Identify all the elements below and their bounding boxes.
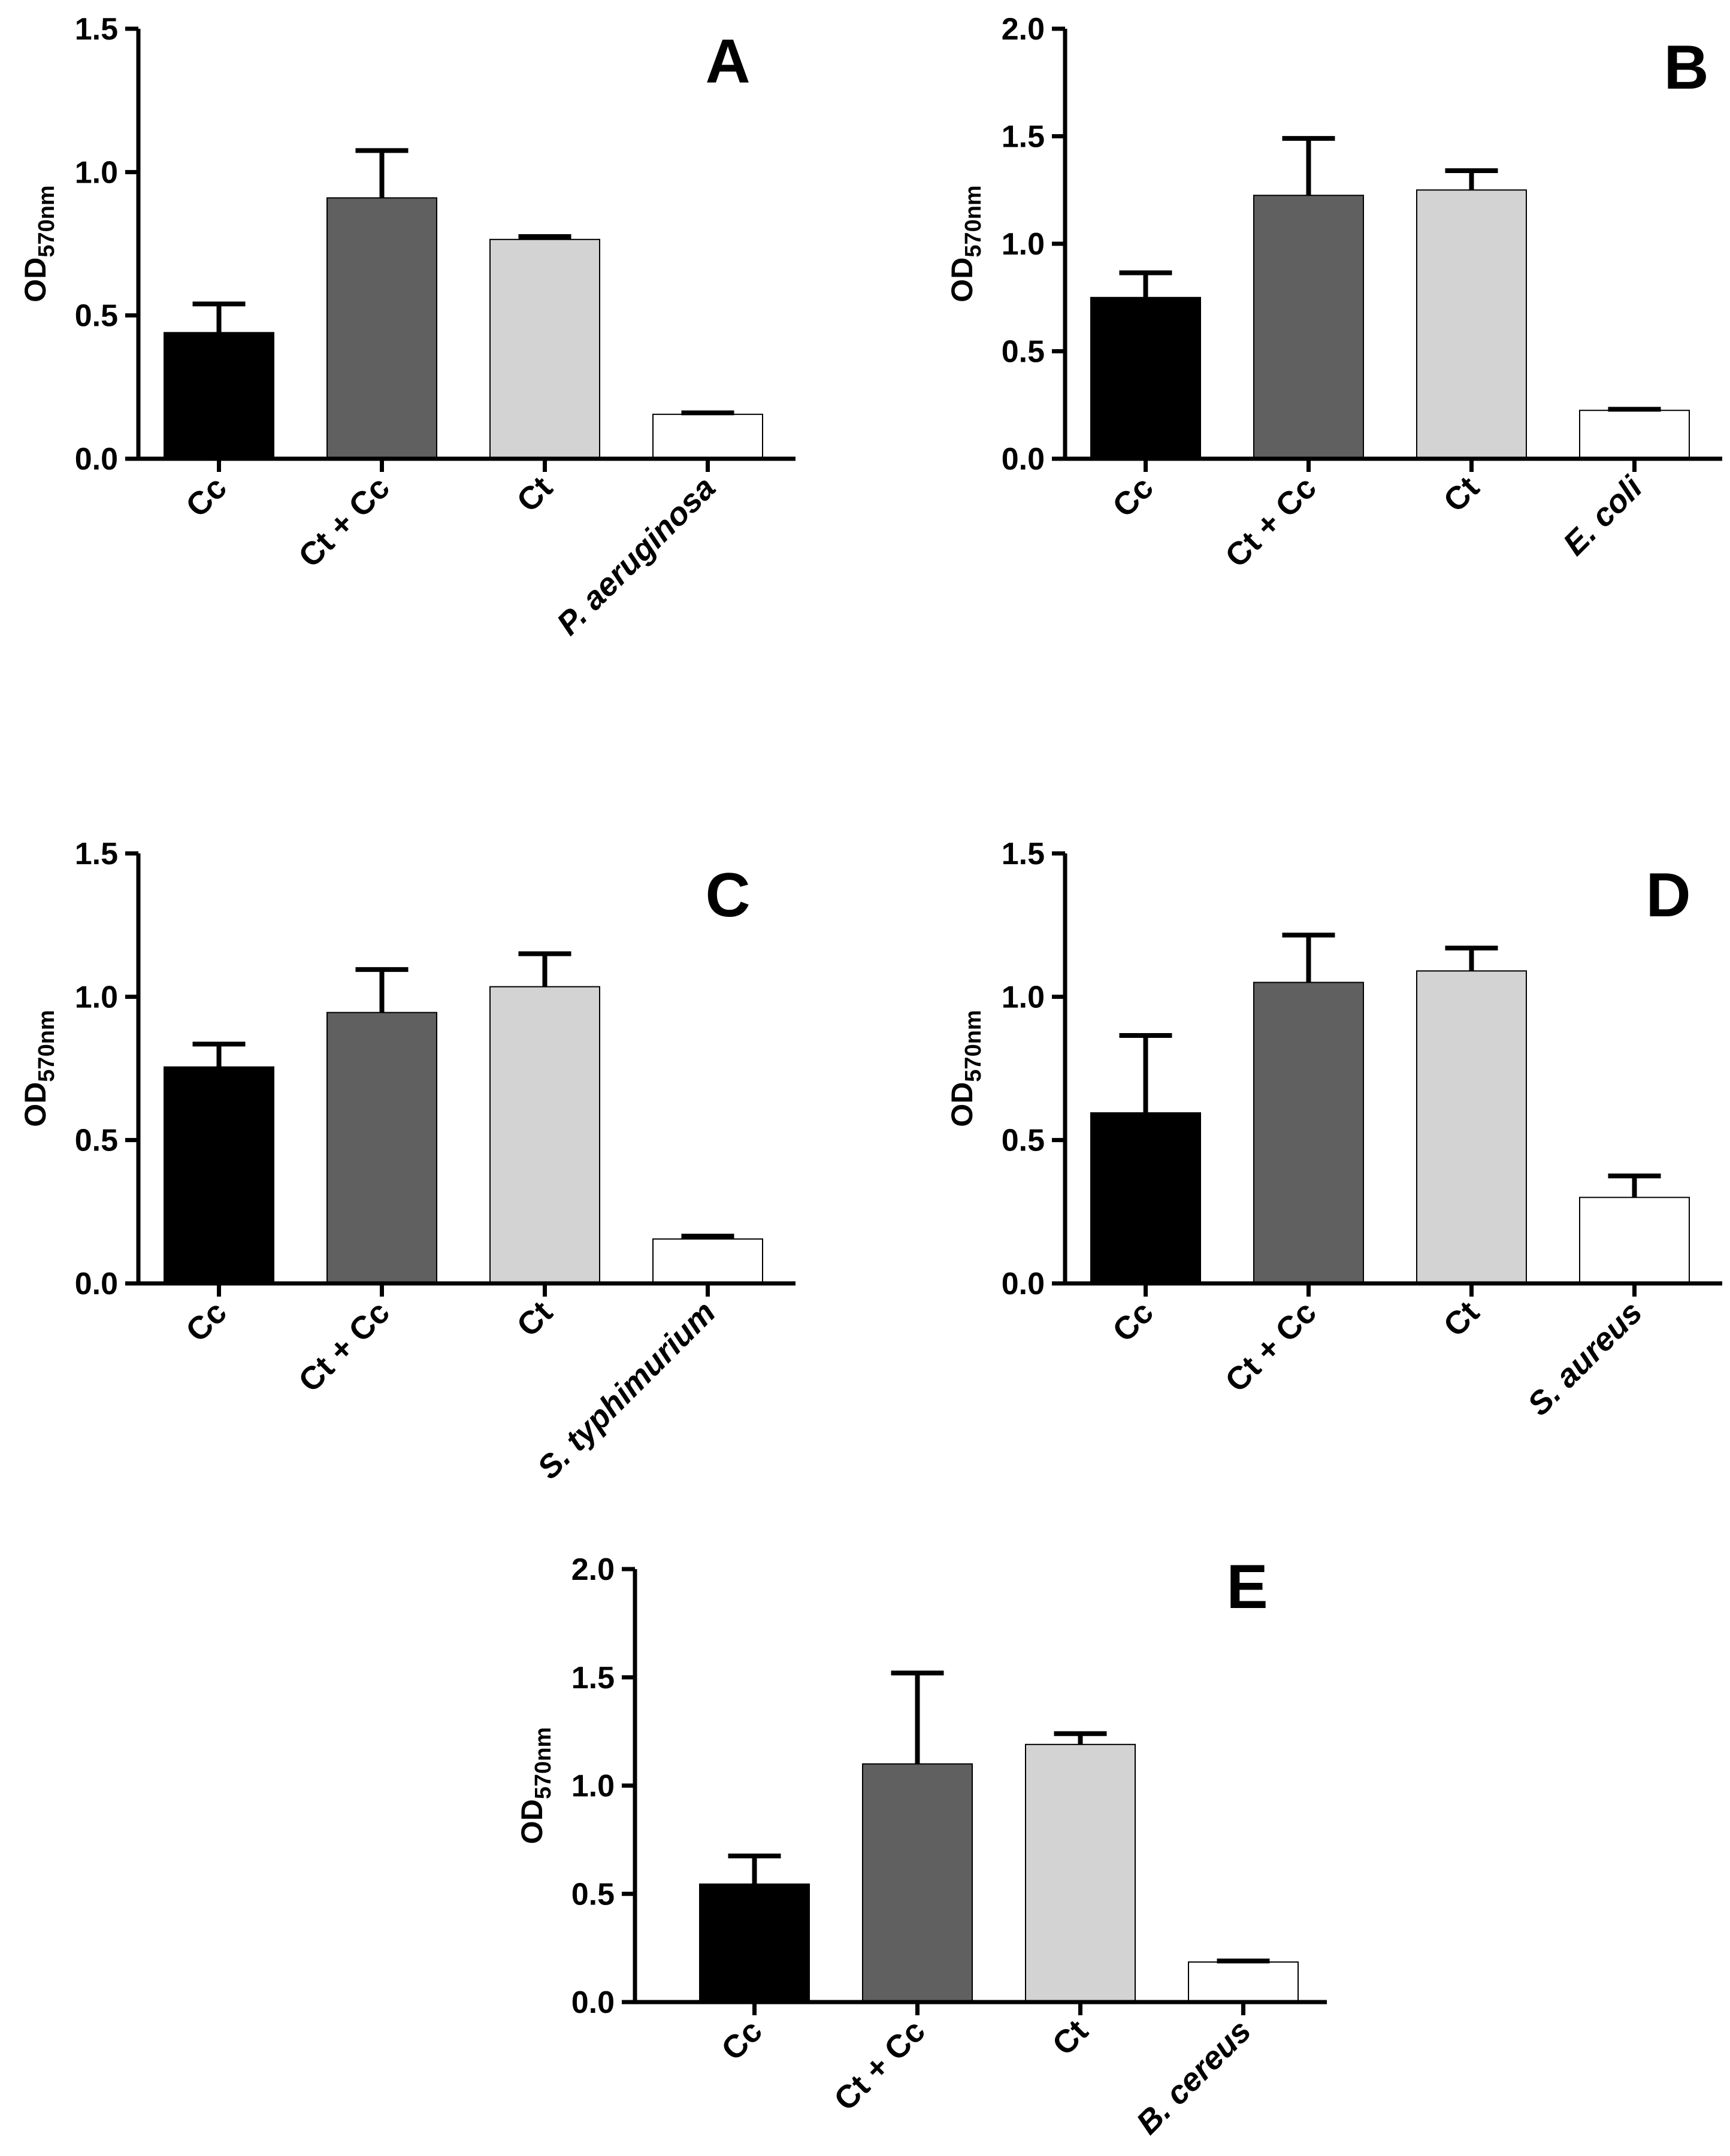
x-tick-label: S. typhimurium [531,1294,722,1486]
chart-panel-a: 0.0 0.5 1.0 1.5 Cc Ct + Cc CtP. aeruginosa OD57… [19,12,796,642]
bar [1090,296,1201,459]
y-tick-label: 0.5 [75,299,118,334]
panel-label: D [1646,861,1690,930]
x-tick-label: Ct [1045,2013,1095,2063]
y-tick-label: 0.0 [1002,1267,1045,1301]
x-tick-label: Cc [179,1294,234,1349]
bar [699,1883,810,2003]
x-tick-label: Cc [715,2013,769,2067]
y-axis-label: OD570nm [945,1010,986,1127]
x-tick-label: B. cereus [1130,2013,1258,2141]
x-tick-label: Ct [1436,470,1486,519]
y-axis-label: OD570nm [945,185,986,302]
x-tick-label: P. aeruginosa [550,470,722,642]
x-tick-label: Ct + Cc [827,2013,932,2118]
panel-label: B [1664,33,1708,102]
y-tick-label: 1.5 [75,12,118,47]
x-tick-label: E. coli [1556,469,1650,562]
x-tick-label: Cc [1106,470,1160,524]
y-tick-label: 0.5 [75,1124,118,1158]
y-tick-label: 1.0 [75,980,118,1015]
y-tick-label: 0.5 [571,1877,615,1912]
y-tick-label: 1.5 [1002,837,1045,871]
x-tick-label: Ct + Cc [1218,1294,1323,1399]
x-tick-label: Ct [510,1294,559,1344]
bar [652,413,763,459]
y-axis-label: OD570nm [19,185,59,302]
x-tick-label: Cc [179,470,234,524]
bar [326,197,437,459]
panel-label: E [1226,1552,1268,1622]
bar [1579,1197,1690,1285]
y-tick-label: 1.0 [75,155,118,190]
y-axis-label: OD570nm [515,1727,556,1844]
bar [1188,1961,1299,2003]
y-tick-label: 1.5 [75,837,118,871]
panel-label: A [705,27,750,96]
bar [326,1012,437,1285]
panel-label: C [705,861,750,930]
chart-panel-e: 0.0 0.5 1.0 1.5 2.0 Cc Ct + Cc Ct B. cereus OD570… [515,1552,1327,2141]
x-tick-label: Ct + Cc [292,1294,397,1399]
y-tick-label: 1.5 [571,1661,615,1695]
bar [164,1066,274,1285]
y-tick-label: 2.0 [571,1552,615,1587]
bar [489,238,600,459]
x-tick-label: S. aureus [1521,1294,1649,1422]
y-tick-label: 0.5 [1002,1124,1045,1158]
y-tick-label: 1.0 [571,1769,615,1804]
y-tick-label: 1.5 [1002,120,1045,155]
chart-panel-d: 0.0 0.5 1.0 1.5 Cc Ct + Cc Ct S. aureus OD570nm D [945,837,1722,1422]
bar [489,986,600,1284]
x-tick-label: Ct [510,470,559,519]
chart-panel-b: 0.0 0.5 1.0 1.5 2.0 Cc Ct + Cc Ct E. coli OD570nm… [945,12,1722,574]
bar [1253,195,1364,459]
y-axis-label: OD570nm [19,1010,59,1127]
bar [652,1238,763,1284]
y-tick-label: 0.0 [75,442,118,477]
chart-panel-c: 0.0 0.5 1.0 1.5 Cc Ct + Cc CtS. typhimurium OD5… [19,837,796,1486]
bar [164,332,274,459]
bar [1090,1112,1201,1285]
bar [1416,189,1527,459]
x-tick-label: Ct [1436,1294,1486,1344]
x-tick-label: Ct + Cc [1218,470,1323,574]
bar [1579,410,1690,459]
y-tick-label: 0.5 [1002,335,1045,370]
bar [1416,970,1527,1284]
bar [862,1763,973,2003]
y-tick-label: 0.0 [75,1267,118,1301]
x-tick-label: Cc [1106,1294,1160,1349]
x-tick-label: Ct + Cc [292,470,397,574]
y-tick-label: 1.0 [1002,227,1045,262]
y-tick-label: 1.0 [1002,980,1045,1015]
bar [1025,1743,1136,2003]
y-tick-label: 0.0 [1002,442,1045,477]
bar [1253,982,1364,1285]
y-tick-label: 0.0 [571,1985,615,2020]
y-tick-label: 2.0 [1002,12,1045,47]
